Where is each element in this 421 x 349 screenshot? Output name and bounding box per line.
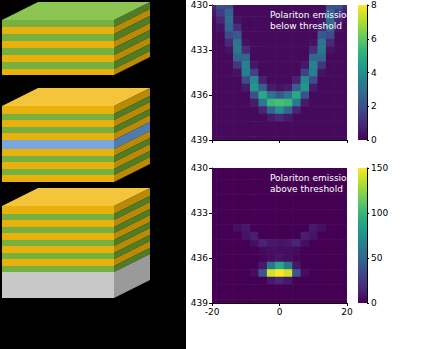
svg-text:50: 50 — [371, 253, 383, 263]
svg-text:436: 436 — [191, 90, 208, 100]
svg-text:4: 4 — [371, 68, 377, 78]
svg-text:433: 433 — [191, 45, 208, 55]
svg-text:-20: -20 — [205, 307, 220, 317]
svg-text:below threshold: below threshold — [270, 21, 342, 31]
svg-text:430: 430 — [191, 163, 208, 173]
svg-text:Polariton emission: Polariton emission — [270, 173, 352, 183]
svg-text:439: 439 — [190, 298, 208, 308]
svg-text:20: 20 — [341, 307, 353, 317]
svg-text:430: 430 — [191, 0, 208, 10]
svg-text:above threshold: above threshold — [270, 184, 343, 194]
svg-text:150: 150 — [371, 163, 388, 173]
svg-text:Polariton emission: Polariton emission — [270, 10, 352, 20]
svg-text:436: 436 — [191, 253, 208, 263]
svg-text:0: 0 — [277, 307, 283, 317]
svg-text:2: 2 — [371, 101, 377, 111]
svg-text:439: 439 — [191, 135, 208, 145]
svg-text:0: 0 — [371, 135, 377, 145]
svg-text:8: 8 — [371, 0, 377, 10]
svg-text:6: 6 — [371, 34, 377, 44]
svg-text:433: 433 — [191, 208, 208, 218]
svg-text:100: 100 — [371, 208, 388, 218]
svg-text:0: 0 — [371, 298, 377, 308]
